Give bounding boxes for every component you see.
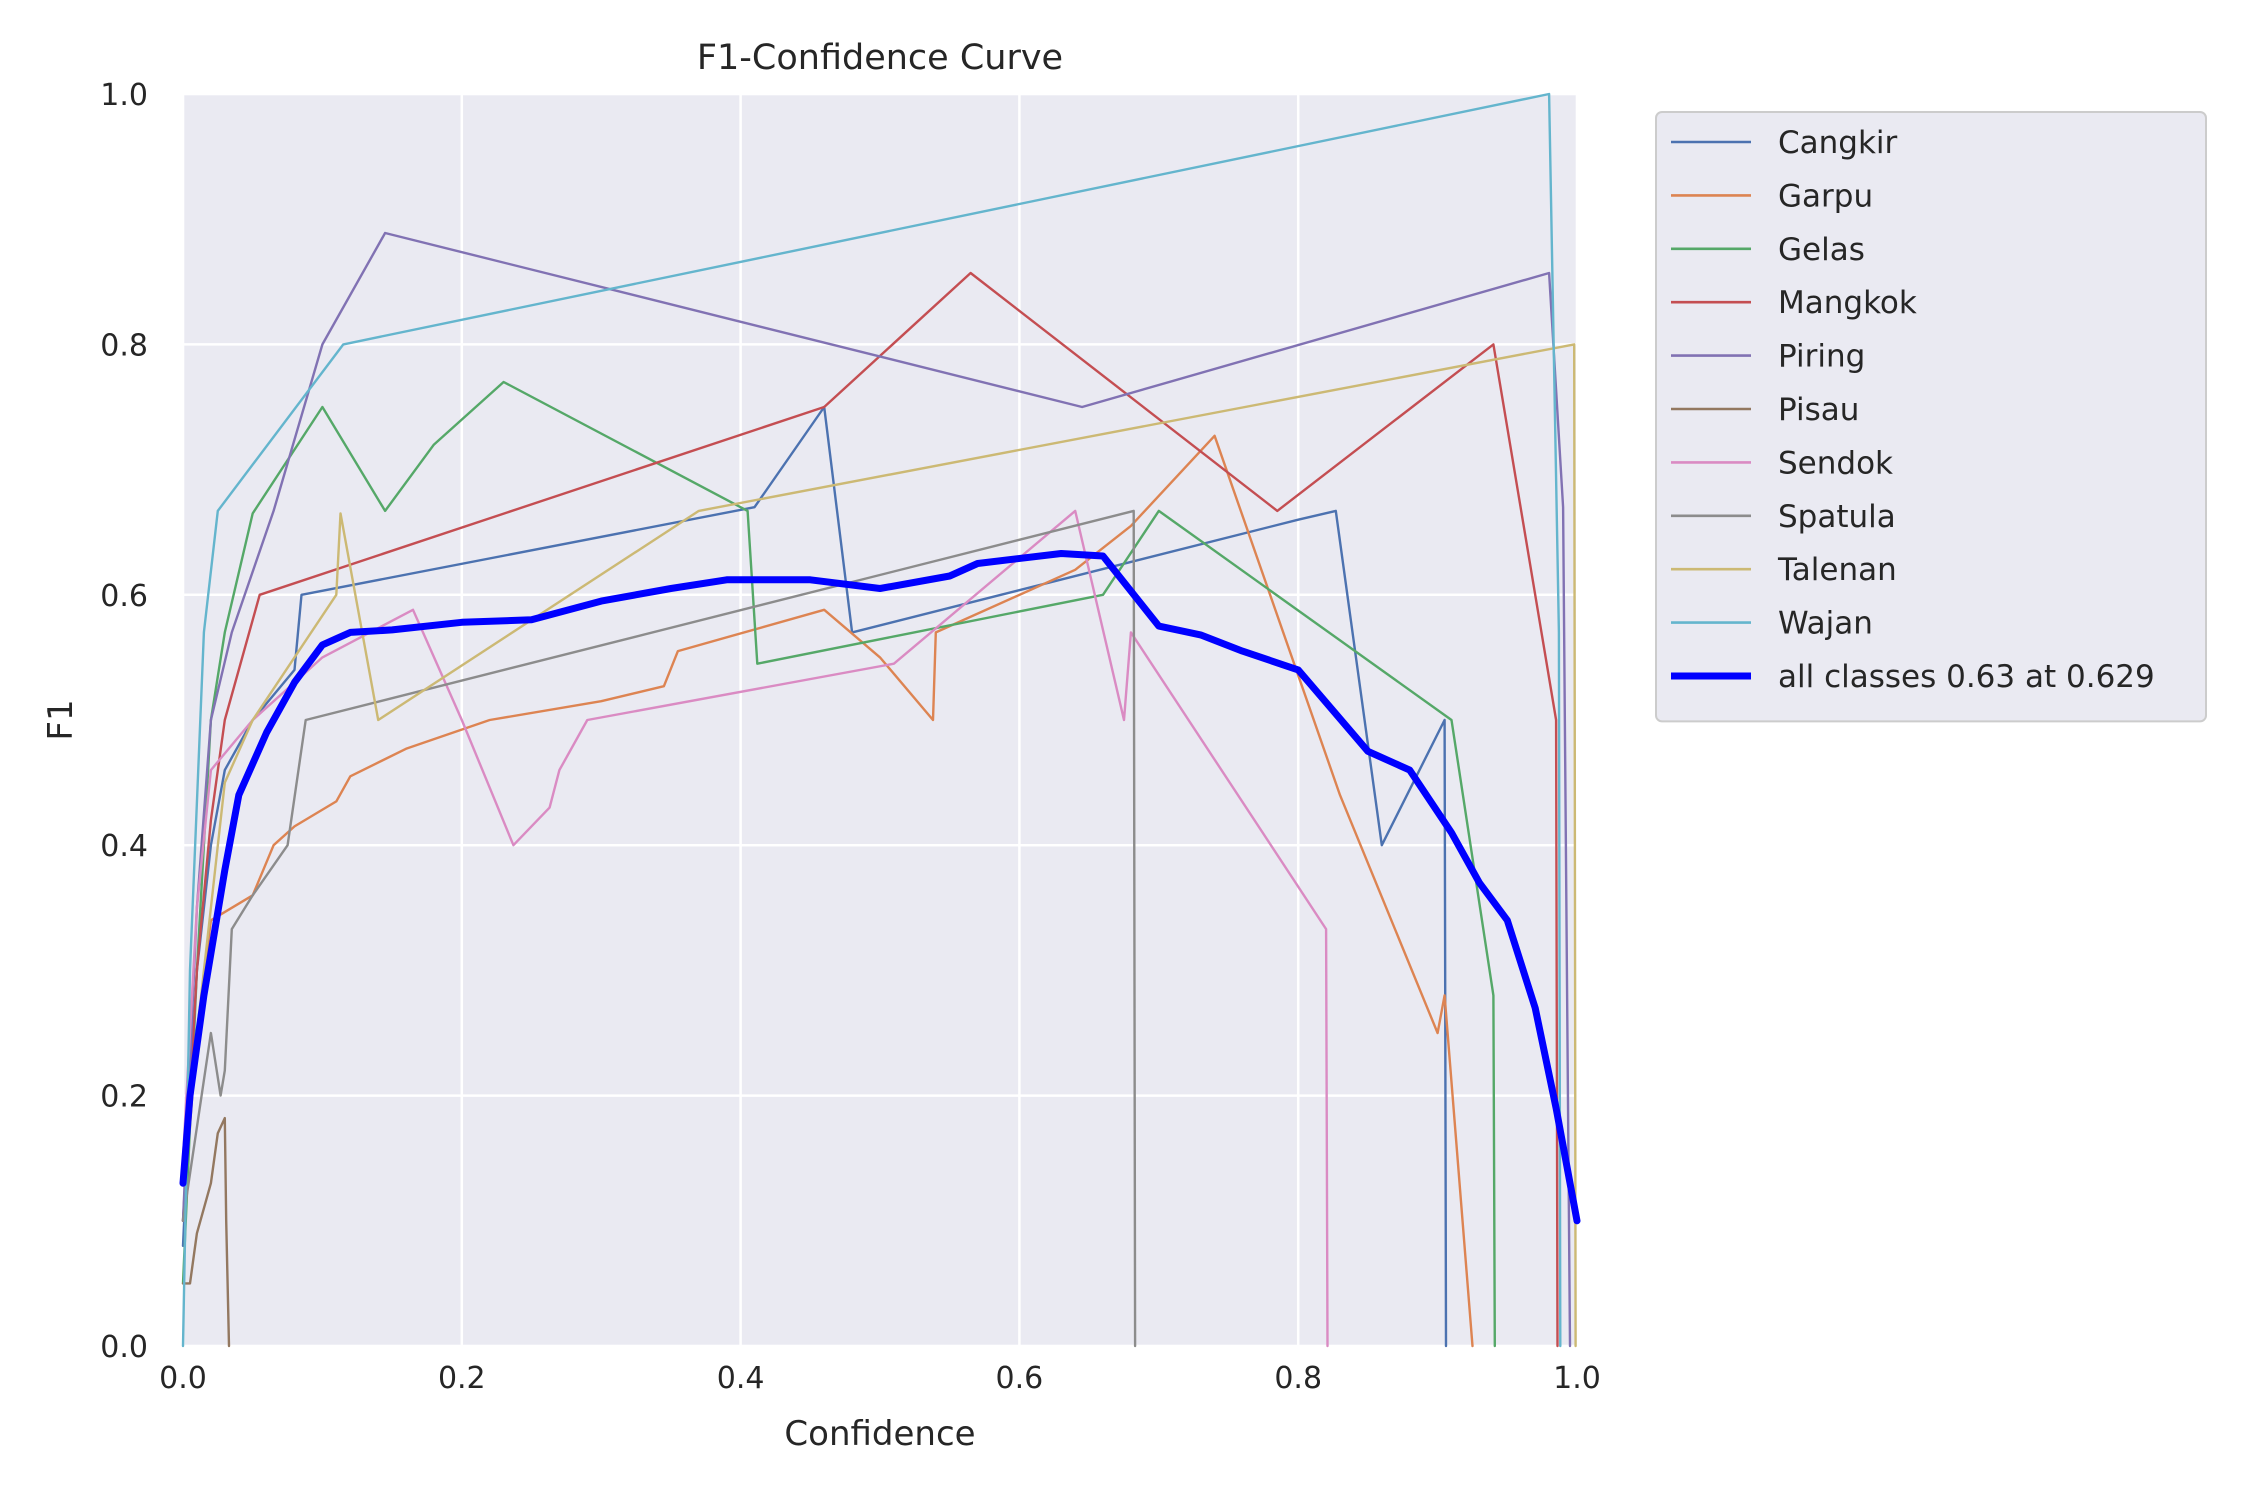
y-tick-label: 0.6 <box>100 579 148 614</box>
legend-label-mangkok: Mangkok <box>1778 285 1917 321</box>
series-line-pisau <box>181 1116 231 1348</box>
series-lines <box>179 92 1581 1348</box>
legend-label-piring: Piring <box>1778 339 1865 375</box>
grid <box>181 92 1579 1348</box>
chart-title: F1-Confidence Curve <box>697 38 1063 78</box>
series-line-sendok <box>181 509 1329 1348</box>
series-line-wajan <box>181 92 1562 1348</box>
x-tick-label: 0.0 <box>159 1361 207 1396</box>
legend-label-sendok: Sendok <box>1778 445 1893 481</box>
series-line-spatula <box>181 509 1137 1348</box>
series-line-mangkok <box>181 271 1559 1348</box>
legend-label-cangkir: Cangkir <box>1778 125 1898 161</box>
series-line-talenan <box>181 343 1577 1348</box>
y-tick-label: 0.4 <box>100 829 148 864</box>
series-line-gelas <box>181 380 1497 1348</box>
x-tick-label: 0.6 <box>996 1361 1044 1396</box>
legend-label-gelas: Gelas <box>1778 232 1865 268</box>
legend: Cangkir Garpu Gelas Mangkok Piring Pisau Sendo… <box>1655 111 2207 723</box>
legend-label-pisau: Pisau <box>1778 392 1859 428</box>
series-line-garpu <box>181 434 1474 1348</box>
series-line-all-classes-0-63-at-0-629 <box>179 550 1581 1225</box>
y-tick-label: 0.2 <box>100 1080 148 1115</box>
y-tick-label: 1.0 <box>100 78 148 113</box>
legend-box <box>1655 111 2207 723</box>
x-tick-label: 0.8 <box>1274 1361 1322 1396</box>
y-tick-label: 0.8 <box>100 328 148 363</box>
tick-labels: 0.0 0.2 0.4 0.6 0.8 1.0 0.0 0.2 0.4 0.6 0.8 1.0 <box>100 78 1601 1396</box>
x-axis-label: Confidence <box>784 1414 975 1454</box>
y-axis-label: F1 <box>41 699 81 740</box>
legend-label-wajan: Wajan <box>1778 606 1873 642</box>
legend-label-garpu: Garpu <box>1778 178 1873 214</box>
x-tick-label: 0.2 <box>438 1361 486 1396</box>
legend-label-spatula: Spatula <box>1778 499 1896 535</box>
y-tick-label: 0.0 <box>100 1330 148 1365</box>
x-tick-label: 0.4 <box>717 1361 765 1396</box>
legend-label-all-classes-0-63-at-0-629: all classes 0.63 at 0.629 <box>1778 659 2155 695</box>
x-tick-label: 1.0 <box>1553 1361 1601 1396</box>
plot-background <box>183 94 1577 1346</box>
legend-label-talenan: Talenan <box>1777 552 1897 588</box>
